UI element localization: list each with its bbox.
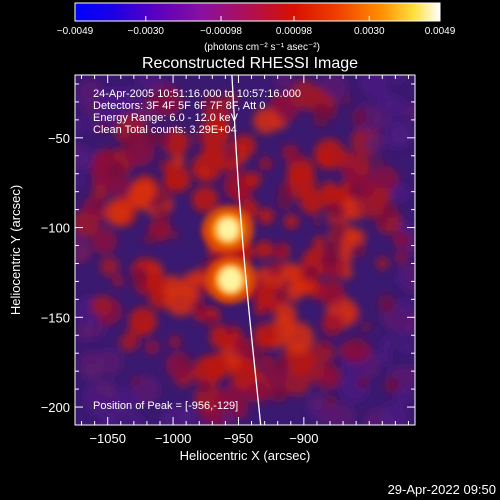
y-axis: −50 −100 −150 −200	[41, 83, 415, 426]
source-core	[218, 218, 238, 241]
annotation-clean-counts: Clean Total counts: 3.29E+04	[93, 124, 237, 136]
colorbar-tick-label: 0.00098	[276, 26, 313, 37]
colorbar-tick-label: −0.0049	[57, 26, 94, 37]
annotation-time-range: 24-Apr-2005 10:51:16.000 to 10:57:16.000	[93, 88, 301, 100]
solar-image	[75, 75, 415, 425]
colorbar-ticks: −0.0049 −0.0030 −0.00098 0.00098 0.0030 0.004…	[57, 16, 456, 37]
footer-timestamp: 29-Apr-2022 09:50	[388, 482, 496, 497]
peak-position-label: Position of Peak = [-956,-129]	[93, 400, 238, 412]
y-axis-title: Heliocentric Y (arcsec)	[8, 185, 23, 315]
x-axis-title: Heliocentric X (arcsec)	[180, 448, 311, 463]
y-tick-label: −50	[48, 131, 70, 146]
x-tick-label: −950	[224, 431, 253, 446]
source-core	[219, 267, 242, 292]
y-tick-label: −150	[41, 310, 70, 325]
y-tick-label: −200	[41, 400, 70, 415]
x-axis: −1050 −1000 −950 −900	[81, 75, 409, 446]
plot-frame	[74, 74, 416, 426]
solar-limb-curve	[231, 75, 262, 425]
x-tick-label: −900	[289, 431, 318, 446]
annotation-block: 24-Apr-2005 10:51:16.000 to 10:57:16.000…	[93, 88, 301, 136]
colorbar-tick-label: 0.0030	[354, 26, 385, 37]
x-tick-label: −1050	[89, 431, 126, 446]
chart-title: Reconstructed RHESSI Image	[142, 55, 358, 72]
annotation-energy-range: Energy Range: 6.0 - 12.0 keV	[93, 112, 239, 124]
colorbar-unit-label: (photons cm⁻² s⁻¹ asec⁻²)	[204, 42, 320, 53]
colorbar-tick-label: 0.0049	[425, 26, 456, 37]
colorbar-tick-label: −0.0030	[128, 26, 165, 37]
y-tick-label: −100	[41, 221, 70, 236]
colorbar-tick-label: −0.00098	[200, 26, 242, 37]
colorbar	[74, 2, 441, 22]
annotation-detectors: Detectors: 3F 4F 5F 6F 7F 8F, Att 0	[93, 100, 265, 112]
x-tick-label: −1000	[155, 431, 192, 446]
